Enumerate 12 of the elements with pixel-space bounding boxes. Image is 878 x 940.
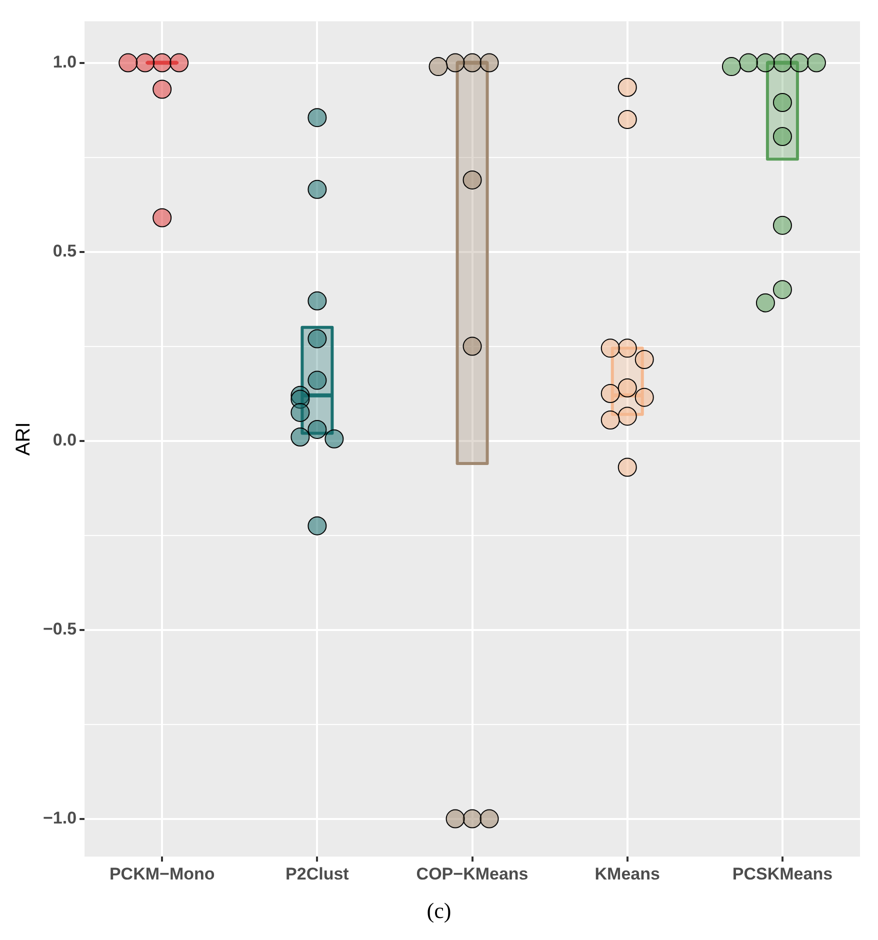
y-tick-label: 0.0 xyxy=(52,430,77,450)
y-tick-label: −1.0 xyxy=(43,808,77,828)
y-axis-title: ARI xyxy=(12,422,35,456)
y-tick-label: 1.0 xyxy=(52,52,77,72)
x-tick-label: P2Clust xyxy=(286,864,350,884)
x-tick-label: PCKM−Mono xyxy=(109,864,215,884)
x-tick-label: KMeans xyxy=(594,864,660,884)
y-tick-label: 0.5 xyxy=(52,241,77,260)
text: (c) xyxy=(426,898,452,924)
y-tick-label: −0.5 xyxy=(43,619,77,638)
x-tick-label: PCSKMeans xyxy=(732,864,833,884)
x-tick-label: COP−KMeans xyxy=(416,864,528,884)
